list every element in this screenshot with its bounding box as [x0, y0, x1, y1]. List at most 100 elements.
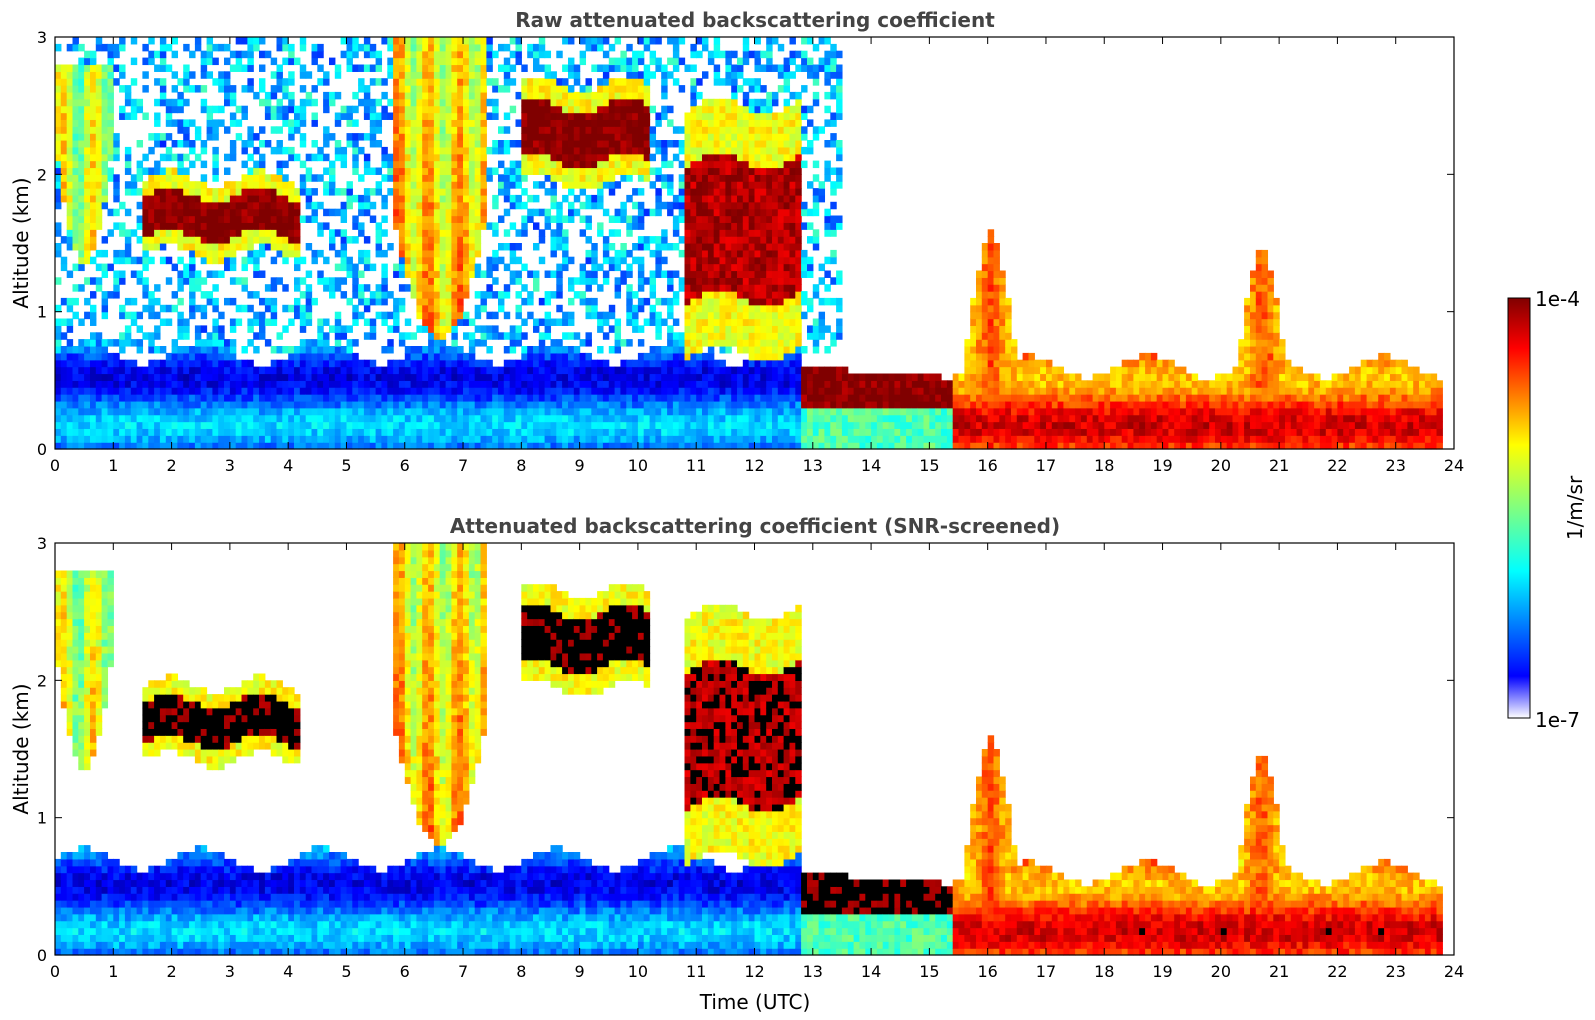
- heatmap-cell: [637, 256, 645, 265]
- heatmap-cell: [194, 243, 202, 251]
- heatmap-cell: [509, 442, 517, 450]
- heatmap-cell: [206, 194, 214, 203]
- heatmap-cell: [696, 394, 703, 402]
- heatmap-cell: [649, 37, 657, 45]
- heatmap-cell: [165, 428, 173, 436]
- heatmap-cell: [463, 270, 470, 278]
- heatmap-cell: [194, 380, 202, 388]
- heatmap-cell: [387, 325, 394, 333]
- heatmap-cell: [480, 188, 487, 196]
- heatmap-cell: [503, 174, 511, 182]
- heatmap-cell: [410, 188, 418, 196]
- heatmap-cell: [340, 112, 348, 120]
- heatmap-cell: [130, 105, 138, 114]
- heatmap-cell: [602, 64, 610, 72]
- heatmap-cell: [107, 380, 114, 388]
- heatmap-cell: [165, 201, 173, 210]
- heatmap-cell: [148, 380, 155, 388]
- heatmap-cell: [457, 236, 464, 244]
- heatmap-cell: [84, 359, 91, 368]
- heatmap-cell: [259, 442, 266, 450]
- heatmap-cell: [410, 105, 418, 114]
- heatmap-cell: [573, 126, 581, 134]
- heatmap-cell: [305, 407, 313, 416]
- heatmap-cell: [95, 37, 103, 45]
- heatmap-cell: [241, 37, 248, 45]
- heatmap-cell: [527, 407, 534, 416]
- heatmap-cell: [585, 140, 592, 148]
- heatmap-cell: [713, 428, 721, 436]
- heatmap-cell: [410, 153, 418, 162]
- heatmap-cell: [346, 380, 353, 388]
- heatmap-cell: [334, 146, 342, 155]
- heatmap-cell: [241, 229, 248, 237]
- heatmap-cell: [556, 91, 563, 100]
- heatmap-cell: [556, 167, 563, 175]
- heatmap-cell: [398, 153, 406, 162]
- heatmap-cell: [84, 400, 91, 409]
- heatmap-cell: [696, 37, 703, 45]
- heatmap-cell: [259, 50, 266, 59]
- heatmap-cell: [602, 256, 610, 265]
- heatmap-cell: [311, 380, 318, 388]
- heatmap-cell: [410, 407, 418, 416]
- heatmap-cell: [241, 243, 248, 251]
- heatmap-cell: [637, 277, 645, 285]
- heatmap-cell: [329, 277, 336, 285]
- heatmap-cell: [696, 160, 703, 169]
- heatmap-cell: [340, 387, 348, 395]
- heatmap-cell: [550, 400, 557, 409]
- heatmap-cell: [60, 126, 68, 134]
- heatmap-cell: [72, 215, 79, 223]
- heatmap-cell: [235, 442, 243, 450]
- heatmap-cell: [480, 304, 487, 313]
- heatmap-cell: [527, 126, 534, 134]
- heatmap-cell: [84, 414, 91, 423]
- heatmap-cell: [159, 421, 167, 429]
- heatmap-cell: [288, 57, 295, 66]
- heatmap-cell: [602, 428, 610, 436]
- heatmap-cell: [678, 236, 686, 244]
- heatmap-cell: [713, 112, 721, 120]
- heatmap-cell: [521, 387, 528, 395]
- heatmap-cell: [591, 201, 598, 210]
- heatmap-cell: [113, 249, 120, 258]
- heatmap-cell: [602, 160, 610, 169]
- heatmap-cell: [398, 284, 406, 292]
- heatmap-cell: [235, 243, 243, 251]
- heatmap-cell: [591, 167, 598, 175]
- heatmap-cell: [136, 366, 144, 375]
- heatmap-cell: [276, 78, 283, 86]
- heatmap-cell: [276, 167, 283, 175]
- heatmap-cell: [637, 435, 645, 443]
- heatmap-cell: [690, 277, 697, 285]
- heatmap-cell: [154, 222, 161, 230]
- heatmap-cell: [515, 277, 522, 285]
- heatmap-cell: [713, 181, 721, 189]
- heatmap-cell: [678, 407, 686, 416]
- heatmap-cell: [78, 105, 85, 114]
- heatmap-cell: [614, 208, 622, 217]
- heatmap-cell: [416, 442, 423, 450]
- heatmap-cell: [416, 208, 423, 217]
- heatmap-cell: [334, 311, 342, 320]
- heatmap-cell: [544, 98, 552, 107]
- heatmap-cell: [241, 414, 248, 423]
- heatmap-cell: [95, 181, 103, 189]
- heatmap-cell: [206, 359, 214, 368]
- heatmap-cell: [608, 366, 616, 375]
- heatmap-cell: [393, 105, 400, 114]
- heatmap-cell: [72, 64, 79, 72]
- heatmap-cell: [270, 394, 278, 402]
- heatmap-cell: [573, 380, 581, 388]
- heatmap-cell: [428, 50, 435, 59]
- heatmap-cell: [72, 236, 79, 244]
- heatmap-cell: [731, 174, 738, 182]
- heatmap-cell: [597, 414, 604, 423]
- heatmap-cell: [591, 140, 598, 148]
- heatmap-cell: [579, 270, 587, 278]
- heatmap-cell: [270, 277, 278, 285]
- heatmap-cell: [410, 277, 418, 285]
- heatmap-cell: [457, 222, 464, 230]
- heatmap-cell: [457, 270, 464, 278]
